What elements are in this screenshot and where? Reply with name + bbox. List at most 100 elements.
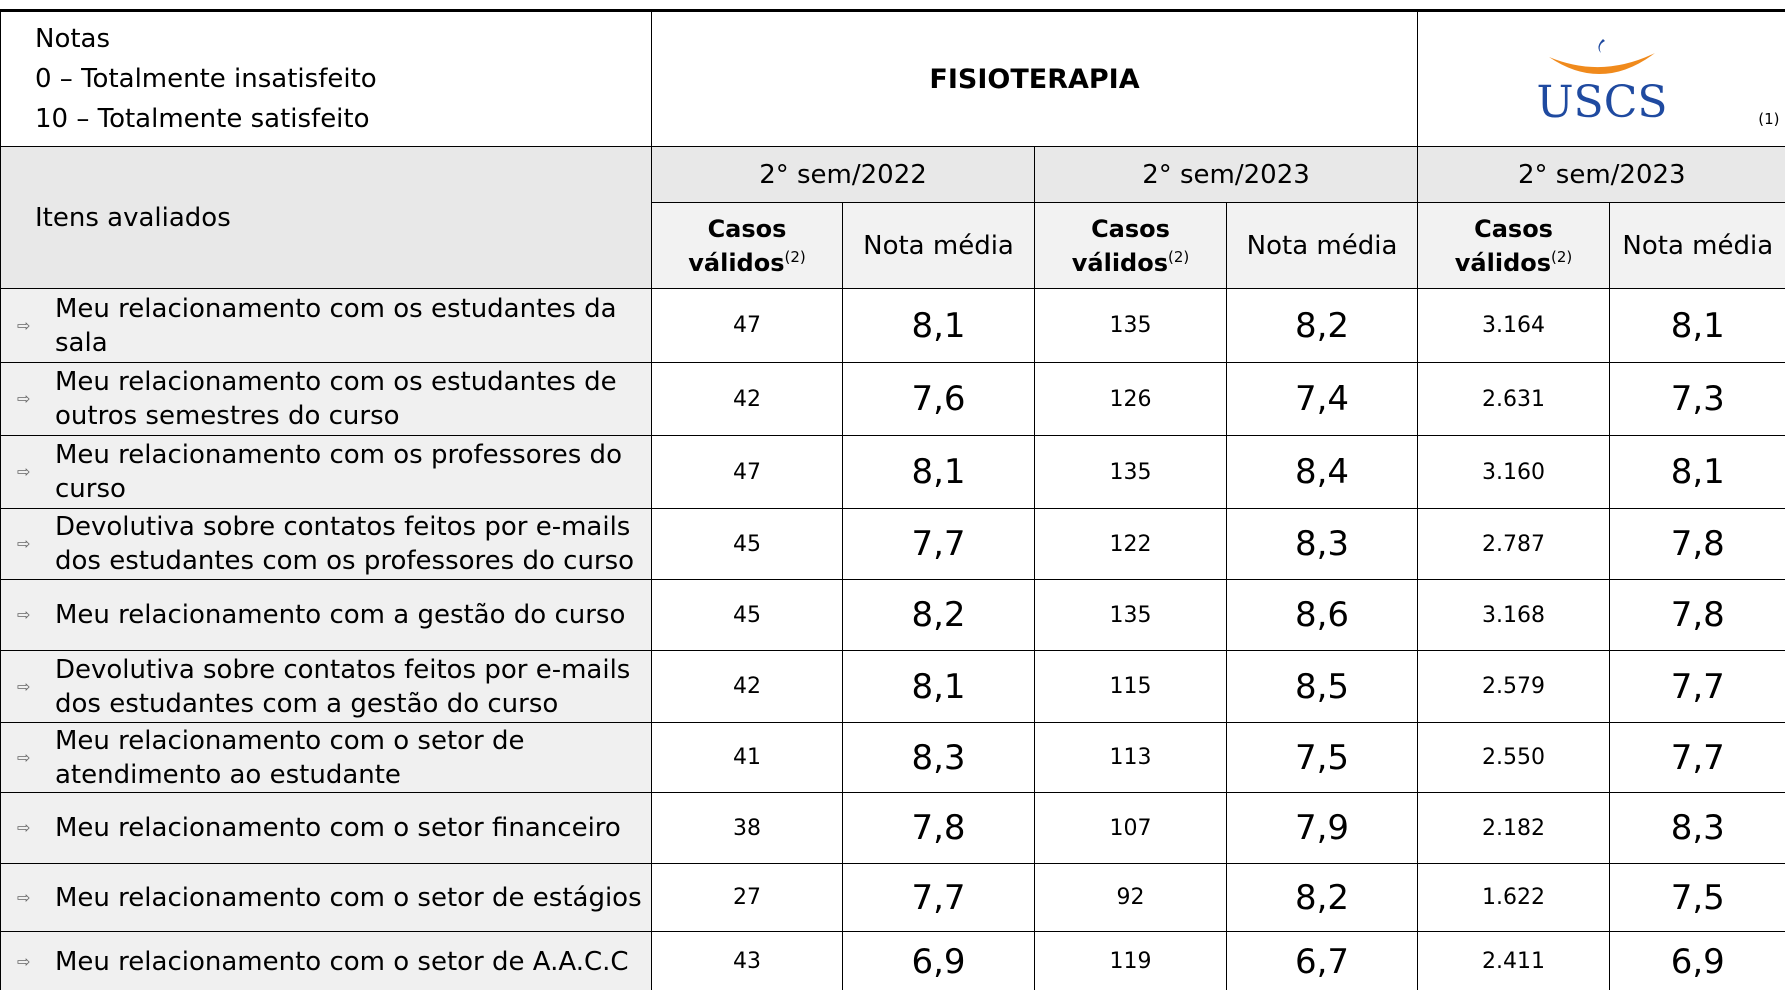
score-value: 8,1 <box>842 288 1035 363</box>
score-value: 7,8 <box>1609 508 1785 580</box>
score-value: 6,9 <box>1609 931 1785 990</box>
score-value: 7,7 <box>1609 650 1785 723</box>
score-value: 8,6 <box>1225 579 1419 651</box>
period: 2° sem/2023 <box>1033 146 1419 203</box>
row: Meu relacionamento com o setor de atendi… <box>0 722 1785 793</box>
score-value: 8,3 <box>1225 508 1419 580</box>
score-value: 8,4 <box>1225 435 1419 509</box>
score-header: Nota média <box>1609 202 1785 289</box>
score-value: 8,3 <box>842 722 1035 793</box>
cases-value: 122 <box>1034 508 1227 580</box>
item-label: Meu relacionamento com os estudantes de … <box>0 362 652 436</box>
score-value: 7,4 <box>1225 362 1419 436</box>
cases-value: 2.631 <box>1417 362 1611 436</box>
cases-value: 42 <box>651 362 843 436</box>
score-value: 7,7 <box>1609 722 1785 793</box>
score-value: 7,8 <box>842 792 1035 864</box>
cases-header: Casos válidos(2) <box>651 202 843 289</box>
row: Devolutiva sobre contatos feitos por e-m… <box>0 508 1785 580</box>
cases-value: 1.622 <box>1417 863 1611 932</box>
row: Meu relacionamento com os professores do… <box>0 435 1785 509</box>
logo-cell: USCS (1) <box>1417 9 1785 147</box>
score-value: 6,7 <box>1225 931 1419 990</box>
table-wrap: Notas 0 – Totalmente insatisfeito 10 – T… <box>0 9 1785 990</box>
score-value: 8,1 <box>842 650 1035 723</box>
notes-min: 0 – Totalmente insatisfeito <box>35 64 377 94</box>
cases-label: Casos válidos <box>1454 214 1553 277</box>
cases-label: Casos válidos <box>688 214 787 277</box>
score-value: 7,7 <box>842 508 1035 580</box>
cases-value: 3.168 <box>1417 579 1611 651</box>
item-label: Meu relacionamento com o setor de atendi… <box>0 722 652 793</box>
cases-value: 2.787 <box>1417 508 1611 580</box>
logo: USCS <box>1536 38 1667 128</box>
cases-value: 92 <box>1034 863 1227 932</box>
score-value: 8,2 <box>842 579 1035 651</box>
cases-value: 126 <box>1034 362 1227 436</box>
period: 2° sem/2022 <box>651 146 1035 203</box>
score-value: 8,2 <box>1225 863 1419 932</box>
cases-value: 135 <box>1034 579 1227 651</box>
item-label: Meu relacionamento com o setor de A.A.C.… <box>0 931 652 990</box>
cases-value: 27 <box>651 863 843 932</box>
score-value: 7,8 <box>1609 579 1785 651</box>
score-value: 8,1 <box>1609 288 1785 363</box>
cases-label: Casos válidos <box>1071 214 1170 277</box>
logo-text: USCS <box>1536 77 1667 128</box>
score-value: 7,5 <box>1225 722 1419 793</box>
cases-value: 45 <box>651 508 843 580</box>
row: Meu relacionamento com os estudantes da … <box>0 288 1785 363</box>
row: Devolutiva sobre contatos feitos por e-m… <box>0 650 1785 723</box>
item-label: Meu relacionamento com a gestão do curso <box>0 579 652 651</box>
cases-value: 2.579 <box>1417 650 1611 723</box>
score-value: 6,9 <box>842 931 1035 990</box>
cases-value: 135 <box>1034 435 1227 509</box>
cases-note: (2) <box>1168 247 1190 266</box>
cases-header: Casos válidos(2) <box>1034 202 1227 289</box>
cases-value: 113 <box>1034 722 1227 793</box>
cases-value: 43 <box>651 931 843 990</box>
score-value: 7,9 <box>1225 792 1419 864</box>
cases-value: 42 <box>651 650 843 723</box>
score-header: Nota média <box>842 202 1035 289</box>
row: Meu relacionamento com os estudantes de … <box>0 362 1785 436</box>
logo-note: (1) <box>1758 110 1780 128</box>
score-value: 7,3 <box>1609 362 1785 436</box>
cases-note: (2) <box>1551 247 1573 266</box>
cases-value: 2.550 <box>1417 722 1611 793</box>
cases-value: 119 <box>1034 931 1227 990</box>
item-label: Devolutiva sobre contatos feitos por e-m… <box>0 508 652 580</box>
row: Meu relacionamento com a gestão do curso… <box>0 579 1785 651</box>
cases-value: 135 <box>1034 288 1227 363</box>
evaluation-table: Notas 0 – Totalmente insatisfeito 10 – T… <box>0 9 1785 990</box>
course-title: FISIOTERAPIA <box>650 9 1419 147</box>
item-label: Meu relacionamento com o setor de estági… <box>0 863 652 932</box>
score-value: 8,5 <box>1225 650 1419 723</box>
cases-value: 107 <box>1034 792 1227 864</box>
score-value: 8,3 <box>1609 792 1785 864</box>
cases-value: 45 <box>651 579 843 651</box>
cases-value: 3.164 <box>1417 288 1611 363</box>
score-value: 8,1 <box>1609 435 1785 509</box>
cases-value: 2.411 <box>1417 931 1611 990</box>
items-header: Itens avaliados <box>0 146 652 289</box>
notes: Notas 0 – Totalmente insatisfeito 10 – T… <box>0 9 652 147</box>
score-value: 7,6 <box>842 362 1035 436</box>
cases-header: Casos válidos(2) <box>1417 202 1611 289</box>
item-label: Devolutiva sobre contatos feitos por e-m… <box>0 650 652 723</box>
notes-title: Notas <box>35 24 111 54</box>
logo-arc <box>1548 52 1655 74</box>
cases-value: 115 <box>1034 650 1227 723</box>
cases-value: 47 <box>651 288 843 363</box>
score-header: Nota média <box>1225 202 1419 289</box>
cases-value: 41 <box>651 722 843 793</box>
cases-note: (2) <box>784 247 806 266</box>
cases-value: 3.160 <box>1417 435 1611 509</box>
row: Meu relacionamento com o setor de estági… <box>0 863 1785 932</box>
item-label: Meu relacionamento com os professores do… <box>0 435 652 509</box>
score-value: 8,1 <box>842 435 1035 509</box>
score-value: 8,2 <box>1225 288 1419 363</box>
item-label: Meu relacionamento com o setor financeir… <box>0 792 652 864</box>
logo-flame <box>1598 38 1605 53</box>
